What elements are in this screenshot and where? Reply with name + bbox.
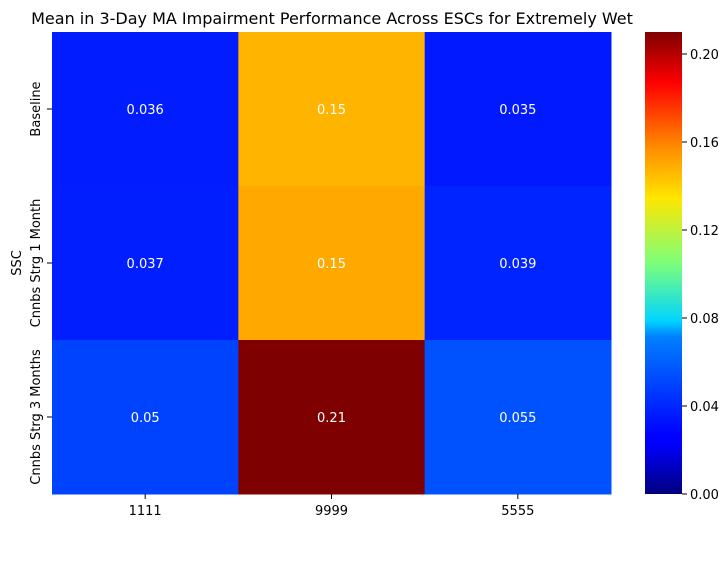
cell-value-label: 0.039 <box>499 257 536 272</box>
cell-value-label: 0.035 <box>499 103 536 118</box>
heatmap-cell <box>238 32 426 187</box>
colorbar-tick-label: 0.20 <box>690 48 719 63</box>
colorbar-tick-label: 0.08 <box>690 312 719 327</box>
heatmap-cell <box>52 32 239 187</box>
cell-value-label: 0.21 <box>317 411 346 426</box>
heatmap-cells <box>52 32 612 495</box>
heatmap-cell <box>238 186 426 341</box>
heatmap-cell <box>424 186 612 341</box>
y-tick-label: Baseline <box>29 81 44 136</box>
cell-value-label: 0.037 <box>127 257 164 272</box>
x-tick-label: 5555 <box>501 504 534 519</box>
y-tick-label: Cnnbs Strg 1 Month <box>29 199 44 328</box>
cell-value-label: 0.036 <box>127 103 164 118</box>
cell-value-label: 0.055 <box>499 411 536 426</box>
x-axis-ticks: 1111 9999 5555 <box>129 494 534 519</box>
heatmap-cell <box>424 340 612 495</box>
y-axis-label: SSC <box>10 250 25 276</box>
colorbar-ticks: 0.00 0.04 0.08 0.12 0.16 0.20 <box>682 48 719 503</box>
y-axis-ticks: Baseline Cnnbs Strg 1 Month Cnnbs Strg 3 M… <box>29 81 52 485</box>
heatmap-cell <box>52 186 239 341</box>
heatmap-cell <box>424 32 612 187</box>
y-tick-label: Cnnbs Strg 3 Months <box>29 349 44 485</box>
colorbar-tick-label: 0.04 <box>690 400 719 415</box>
colorbar <box>645 32 682 494</box>
heatmap-cell <box>238 340 426 495</box>
chart-title: Mean in 3-Day MA Impairment Performance … <box>31 9 633 28</box>
heatmap-cell-labels: 0.036 0.15 0.035 0.037 0.15 0.039 0.05 0.21 0.05… <box>127 103 537 426</box>
cell-value-label: 0.15 <box>317 103 346 118</box>
x-tick-label: 9999 <box>315 504 348 519</box>
x-tick-label: 1111 <box>129 504 162 519</box>
colorbar-tick-label: 0.16 <box>690 136 719 151</box>
colorbar-tick-label: 0.12 <box>690 224 719 239</box>
cell-value-label: 0.05 <box>131 411 160 426</box>
cell-value-label: 0.15 <box>317 257 346 272</box>
heatmap-cell <box>52 340 239 495</box>
colorbar-tick-label: 0.00 <box>690 488 719 503</box>
